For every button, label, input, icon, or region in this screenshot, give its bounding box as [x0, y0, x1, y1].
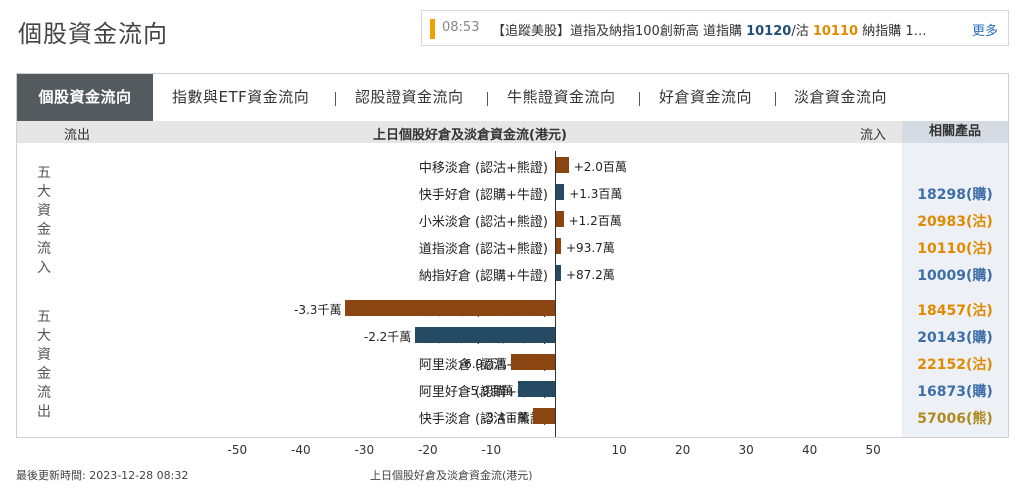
tab-stock-flow[interactable]: 個股資金流向 [17, 74, 153, 121]
ticker-number-put: 10110 [812, 24, 859, 39]
tab-long-flow[interactable]: 好倉資金流向 [659, 88, 753, 106]
chart-title: 上日個股好倉及淡倉資金流(港元) [373, 128, 567, 143]
related-product-link[interactable]: 20143(購) [917, 330, 993, 346]
x-tick-label: 30 [738, 443, 754, 457]
last-updated: 最後更新時間: 2023-12-28 08:32 [16, 469, 189, 482]
related-product-link[interactable]: 22152(沽) [917, 357, 993, 373]
fund-flow-panel: 個股資金流向 指數與ETF資金流向 認股證資金流向 牛熊證資金流向 好倉資金流向… [16, 73, 1009, 457]
x-tick-label: 40 [802, 443, 818, 457]
ticker-text-sep: /沽 [791, 24, 813, 39]
x-tick-label: 20 [675, 443, 691, 457]
bar-value-label: -3.4百萬 [482, 411, 530, 425]
page-title: 個股資金流向 [18, 20, 168, 48]
row-name: 中移淡倉 (認沽+熊證) [418, 161, 548, 176]
bar-value-label: -3.3千萬 [294, 303, 342, 317]
flow-bar [345, 300, 555, 316]
flow-bar [556, 184, 565, 200]
related-product-link[interactable]: 57006(熊) [917, 411, 993, 427]
news-ticker[interactable]: 08:53 【追蹤美股】道指及納指100創新高 道指購 10120/沽 1011… [421, 10, 1009, 46]
row-name: 快手淡倉 (認沽+熊證) [418, 412, 548, 427]
flow-bar [556, 157, 569, 173]
flow-bar [415, 327, 555, 343]
flow-bar [556, 211, 564, 227]
related-product-link[interactable]: 10009(購) [917, 268, 993, 284]
related-products-column [902, 143, 1008, 437]
ticker-text-prefix: 【追蹤美股】道指及納指100創新高 道指購 [492, 24, 747, 39]
related-product-link[interactable]: 18298(購) [917, 187, 993, 203]
bar-value-label: +1.3百萬 [569, 187, 623, 201]
related-products-header: 相關產品 [902, 121, 1008, 143]
ticker-time: 08:53 [442, 20, 480, 35]
x-tick-label: 50 [865, 443, 881, 457]
row-name: 小米淡倉 (認沽+熊證) [418, 215, 548, 230]
ticker-text-suffix: 納指購 1… [858, 24, 927, 39]
tab-cbbc-flow[interactable]: 牛熊證資金流向 [507, 88, 616, 106]
tab-separator [335, 92, 336, 106]
flow-bar [511, 354, 555, 370]
tab-index-etf-flow[interactable]: 指數與ETF資金流向 [172, 88, 310, 106]
ticker-headline[interactable]: 【追蹤美股】道指及納指100創新高 道指購 10120/沽 10110 納指購 … [492, 20, 962, 39]
chart-caption: 上日個股好倉及淡倉資金流(港元) [370, 469, 533, 482]
x-tick-label: -30 [354, 443, 375, 457]
tab-separator [775, 92, 776, 106]
tab-bar: 個股資金流向 指數與ETF資金流向 認股證資金流向 牛熊證資金流向 好倉資金流向… [17, 74, 1008, 121]
x-tick-label: -50 [227, 443, 248, 457]
bar-value-label: -5.9百萬 [466, 384, 514, 398]
bar-value-label: +1.2百萬 [568, 214, 622, 228]
row-name: 快手好倉 (認購+牛證) [418, 188, 548, 203]
bar-value-label: +93.7萬 [566, 241, 615, 255]
related-product-link[interactable]: 20983(沽) [917, 214, 993, 230]
flow-bar [533, 408, 555, 424]
inflow-label: 流入 [860, 128, 887, 143]
ticker-number-call: 10120 [746, 24, 792, 39]
related-product-link[interactable]: 10110(沽) [917, 241, 993, 257]
tab-warrant-flow[interactable]: 認股證資金流向 [355, 88, 464, 106]
bar-value-label: -6.9百萬 [459, 357, 508, 371]
row-name: 阿里好倉 (認購+牛證) [418, 385, 548, 400]
x-tick-label: 10 [611, 443, 627, 457]
x-tick-label: -20 [418, 443, 438, 457]
bar-value-label: +87.2萬 [566, 268, 615, 282]
related-product-link[interactable]: 18457(沽) [917, 303, 993, 319]
chart-header: 流出 上日個股好倉及淡倉資金流(港元) 流入 相關產品 [17, 121, 1008, 143]
x-tick-label: -40 [291, 443, 311, 457]
ticker-accent-bar [430, 19, 435, 39]
row-name: 道指淡倉 (認沽+熊證) [418, 242, 548, 257]
bar-value-label: -2.2千萬 [363, 330, 412, 344]
flow-bar [556, 265, 561, 281]
x-tick-label: -10 [481, 443, 502, 457]
outflow-label: 流出 [64, 128, 91, 143]
more-link[interactable]: 更多 [971, 24, 998, 39]
outflow-group-label: 五大資金流出 [37, 309, 51, 420]
row-name: 納指好倉 (認購+牛證) [418, 269, 548, 284]
tab-separator [639, 92, 640, 106]
inflow-group-label: 五大資金流入 [37, 165, 51, 276]
tab-separator [487, 92, 488, 106]
flow-bar [517, 381, 555, 397]
zero-axis-line [555, 151, 556, 437]
flow-bar [556, 238, 561, 254]
related-product-link[interactable]: 16873(購) [917, 384, 993, 400]
bar-value-label: +2.0百萬 [573, 160, 627, 174]
tab-short-flow[interactable]: 淡倉資金流向 [794, 88, 888, 106]
